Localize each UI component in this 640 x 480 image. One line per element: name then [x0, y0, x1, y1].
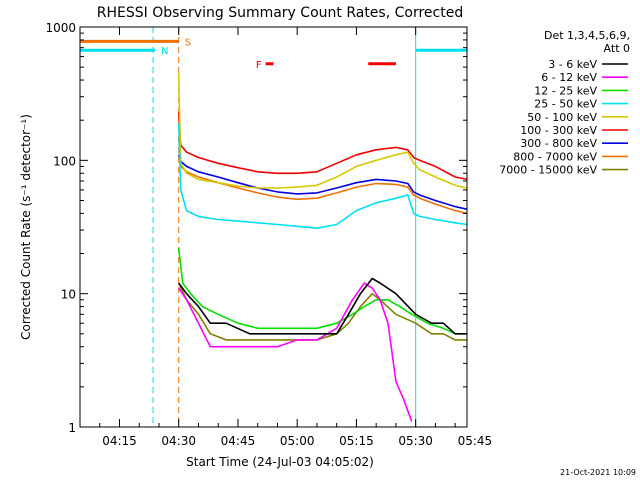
chart-title: RHESSI Observing Summary Count Rates, Co… — [97, 5, 463, 21]
legend-label-3-6-kev: 3 - 6 keV — [548, 58, 597, 71]
y-tick-label-1: 1 — [68, 421, 76, 435]
series-line-6-12-kev — [178, 282, 413, 422]
x-tick-label-04-15: 04:15 — [102, 434, 137, 448]
flag-label-f: F — [256, 60, 262, 71]
x-axis: 04:15 04:30 04:45 05:00 05:15 05:30 05:45 — [99, 27, 493, 448]
series-line-100-300-kev — [177, 112, 468, 181]
plot-frame — [79, 26, 468, 428]
x-tick-label-04-30: 04:30 — [161, 434, 196, 448]
x-axis-label: Start Time (24-Jul-03 04:05:02) — [186, 455, 374, 469]
x-tick-label-04-45: 04:45 — [221, 434, 256, 448]
series-line-7000-15000-kev — [177, 282, 467, 341]
x-tick-label-05-45: 05:45 — [458, 434, 493, 448]
legend-label-50-100-kev: 50 - 100 keV — [527, 111, 597, 124]
y-axis-label: Corrected Count Rate (s⁻¹ detector⁻¹) — [19, 114, 33, 340]
legend-label-25-50-kev: 25 - 50 keV — [534, 98, 597, 111]
series-line-25-50-kev — [177, 123, 468, 229]
legend-label-800-7000-kev: 800 - 7000 keV — [513, 150, 597, 163]
y-tick-label-100: 100 — [53, 154, 76, 168]
legend-label-12-25-kev: 12 - 25 keV — [534, 84, 597, 97]
x-tick-label-05-30: 05:30 — [398, 434, 433, 448]
y-tick-label-1000: 1000 — [45, 21, 76, 35]
y-tick-label-10: 10 — [61, 288, 76, 302]
x-tick-label-05-15: 05:15 — [339, 434, 374, 448]
flag-label-n: N — [161, 46, 168, 57]
date-stamp: 21-Oct-2021 10:09 — [560, 468, 636, 477]
plot-area: S N F — [79, 27, 468, 427]
legend-label-300-800-kev: 300 - 800 keV — [520, 137, 597, 150]
series-line-50-100-kev — [177, 73, 468, 189]
legend-label-7000-15000-kev: 7000 - 15000 keV — [499, 164, 597, 177]
series-line-300-800-kev — [177, 154, 468, 210]
legend-header-line-1: Det 1,3,4,5,6,9, — [544, 29, 630, 42]
y-axis: 1 10 100 1000 — [45, 21, 467, 435]
flag-label-s: S — [185, 37, 191, 48]
legend-header-line-2: Att 0 — [604, 42, 630, 55]
legend-label-6-12-kev: 6 - 12 keV — [541, 71, 597, 84]
series-line-12-25-kev — [177, 247, 467, 335]
series-line-800-7000-kev — [177, 136, 468, 215]
series-line-3-6-kev — [178, 277, 467, 335]
x-tick-label-05-00: 05:00 — [280, 434, 315, 448]
legend-label-100-300-kev: 100 - 300 keV — [520, 124, 597, 137]
